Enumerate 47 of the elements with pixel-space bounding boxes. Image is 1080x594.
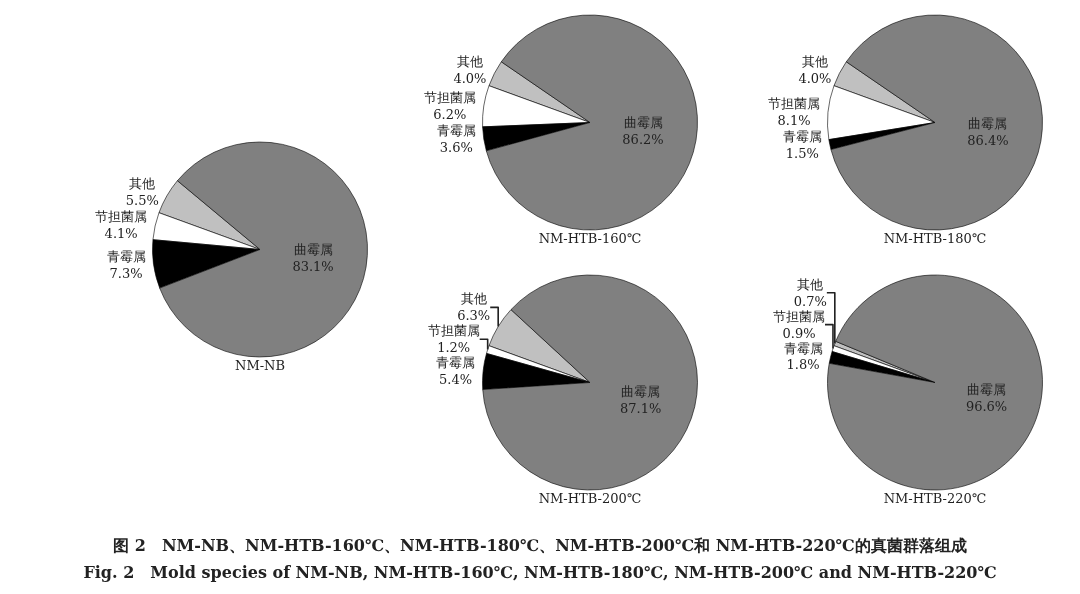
slice-label: 其他 xyxy=(129,176,156,191)
slice-label: 曲霉属 xyxy=(623,115,663,131)
slice-label: 节担菌属 xyxy=(95,209,148,225)
slice-label: 曲霉属 xyxy=(621,384,661,400)
data-label: 7.3% xyxy=(109,265,143,281)
slice-label: 青霉属 xyxy=(436,355,476,371)
data-label: 3.6% xyxy=(439,140,473,156)
slice-label: 节担菌属 xyxy=(423,89,476,105)
slice-label: 节担菌属 xyxy=(427,323,480,339)
slice-label: 青霉属 xyxy=(106,248,146,264)
data-label: 4.0% xyxy=(453,70,487,86)
slice-label: 青霉属 xyxy=(782,129,822,145)
data-label: 86.4% xyxy=(967,132,1009,148)
slice-label: 其他 xyxy=(797,276,824,292)
text: NM-HTB-200℃ xyxy=(538,491,642,506)
text: NM-HTB-160℃ xyxy=(538,231,642,246)
data-label: 1.8% xyxy=(786,357,820,373)
data-label: 4.0% xyxy=(798,70,832,86)
data-label: 87.1% xyxy=(620,401,662,417)
slice-label: 曲霉属 xyxy=(967,381,1007,397)
slice-label: 其他 xyxy=(460,291,487,307)
data-label: 6.3% xyxy=(457,308,491,324)
slice-label: 曲霉属 xyxy=(968,115,1008,131)
data-label: 0.9% xyxy=(782,325,816,341)
caption: 图 2 NM-NB、NM-HTB-160℃、NM-HTB-180℃、NM-HTB-200℃和 NM-HTB-220℃的真菌群落组成 xyxy=(112,536,968,557)
slice-label: 其他 xyxy=(456,54,483,70)
slice-label: 青霉属 xyxy=(783,340,823,356)
data-label: 96.6% xyxy=(965,398,1008,414)
text: NM-HTB-180℃ xyxy=(883,231,987,246)
slice-label: 节担菌属 xyxy=(773,308,826,324)
text: NM-NB xyxy=(234,358,286,373)
data-label: 83.1% xyxy=(292,259,334,275)
data-label: 6.2% xyxy=(433,106,467,122)
data-label: 5.4% xyxy=(439,372,473,388)
slice-label: 节担菌属 xyxy=(768,96,821,112)
text: NM-HTB-220℃ xyxy=(883,491,987,506)
data-label: 0.7% xyxy=(793,293,827,309)
data-label: 1.5% xyxy=(785,146,819,162)
data-label: 1.2% xyxy=(437,340,471,356)
slice-label: 青霉属 xyxy=(436,123,476,139)
data-label: 86.2% xyxy=(622,132,664,148)
slice-label: 曲霉属 xyxy=(293,242,333,258)
data-label: 4.1% xyxy=(104,226,138,242)
caption: Fig. 2 Mold species of NM-NB, NM-HTB-160℃, NM-HTB-180℃, NM-HTB-200℃ and NM-HTB-220℃ xyxy=(82,563,998,584)
data-label: 5.5% xyxy=(125,192,159,208)
slice-label: 其他 xyxy=(801,54,828,70)
data-label: 8.1% xyxy=(777,113,811,129)
